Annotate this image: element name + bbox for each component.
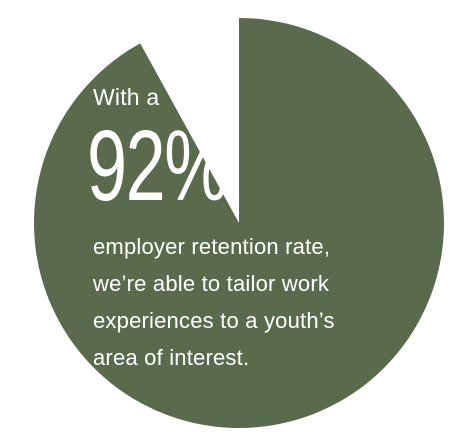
description-line-3: experiences to a youth’s — [93, 308, 335, 333]
pie-slice-1 — [33, 18, 444, 429]
description: employer retention rate, we’re able to t… — [93, 228, 335, 376]
description-line-2: we’re able to tailor work — [93, 271, 330, 296]
description-line-4: area of interest. — [93, 345, 250, 370]
retention-percent: 92% — [87, 110, 228, 222]
description-line-1: employer retention rate, — [93, 234, 331, 259]
intro-text: With a — [93, 84, 160, 110]
